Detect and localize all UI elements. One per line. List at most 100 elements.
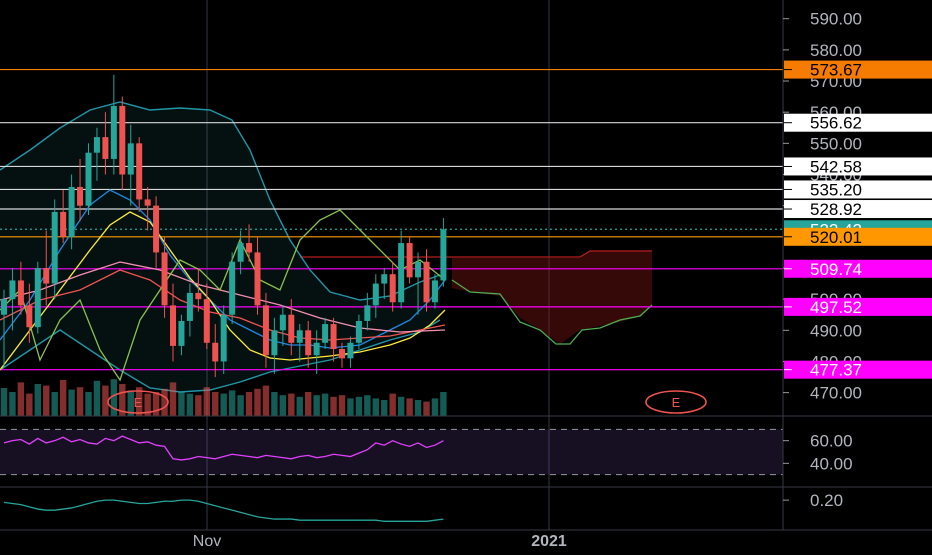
volume-bar xyxy=(110,379,118,416)
candle-body xyxy=(144,199,151,206)
candle-body xyxy=(440,229,447,281)
time-axis-label-0: Nov xyxy=(193,533,221,550)
price-level-label-box-3 xyxy=(784,180,932,199)
volume-bar xyxy=(237,395,244,416)
price-level-label-7: 509.74 xyxy=(810,260,862,279)
price-level-label-box-2 xyxy=(784,157,932,176)
earnings-marker-label-0: E xyxy=(134,395,143,410)
volume-bar xyxy=(76,387,84,416)
price-level-label-box-9 xyxy=(784,360,932,379)
rsi-line xyxy=(3,435,444,461)
candle-body xyxy=(271,330,278,356)
volume-bar xyxy=(152,392,160,416)
candle-body xyxy=(178,320,185,346)
candle-body xyxy=(195,292,202,300)
candle-body xyxy=(423,261,430,303)
candle-body xyxy=(51,211,58,284)
volume-bar xyxy=(262,385,270,416)
price-tick-label: 550.00 xyxy=(810,134,862,153)
candle-body xyxy=(279,314,286,331)
candle-body xyxy=(203,299,210,343)
volume-bar xyxy=(85,392,92,416)
candle-body xyxy=(60,211,67,237)
volume-bar xyxy=(431,398,439,416)
volume-bar xyxy=(59,380,67,416)
candle-body xyxy=(305,330,312,356)
candle-body xyxy=(186,292,193,321)
candle-body xyxy=(364,305,371,321)
volume-bar xyxy=(119,384,126,416)
volume-bar xyxy=(313,395,320,416)
volume-bar xyxy=(195,395,202,416)
volume-bar xyxy=(178,392,185,416)
candle-body xyxy=(398,243,405,303)
rsi-band xyxy=(0,429,783,475)
price-level-label-1: 556.62 xyxy=(810,114,862,133)
volume-bar xyxy=(228,390,236,416)
price-level-label-4: 528.92 xyxy=(810,200,862,219)
price-level-label-3: 535.20 xyxy=(810,180,862,199)
candle-body xyxy=(389,274,396,303)
volume-bar xyxy=(338,395,346,416)
volume-bar xyxy=(305,392,312,416)
bollinger-upper xyxy=(0,101,441,301)
price-level-label-box-8 xyxy=(784,297,932,316)
volume-bar xyxy=(26,393,33,416)
price-tick-label: 470.00 xyxy=(810,384,862,403)
candle-body xyxy=(322,324,329,343)
volume-bar xyxy=(34,384,41,416)
candle-body xyxy=(127,143,134,175)
earnings-marker-label-1: E xyxy=(672,395,681,410)
volume-bar xyxy=(406,398,413,416)
earnings-marker-1 xyxy=(645,390,707,414)
candle-body xyxy=(431,280,438,303)
candle-body xyxy=(68,186,75,237)
price-level-label-6: 520.01 xyxy=(810,228,862,247)
ma-green xyxy=(0,209,446,382)
candle-body xyxy=(161,252,168,306)
volume-bar xyxy=(245,392,253,416)
volume-bar xyxy=(414,400,422,416)
volume-bar xyxy=(102,385,109,416)
candle-body xyxy=(406,243,413,278)
volume-bar xyxy=(364,395,371,416)
price-level-label-8: 497.52 xyxy=(810,298,862,317)
candle-body xyxy=(77,186,84,206)
volume-bar xyxy=(330,396,337,416)
price-level-label-9: 477.37 xyxy=(810,361,862,380)
volume-bar xyxy=(186,393,194,416)
volume-bar xyxy=(93,380,101,416)
volume-bar xyxy=(43,385,50,416)
volume-bar xyxy=(372,398,379,416)
rsi-tick-label: 60.00 xyxy=(810,432,853,451)
volume-bar xyxy=(389,393,396,416)
candle-body xyxy=(347,342,354,359)
ma-yellow xyxy=(0,211,446,371)
candle-body xyxy=(9,280,16,300)
volume-bar xyxy=(355,396,363,416)
price-level-label-box-0 xyxy=(784,60,932,79)
volume-bar xyxy=(296,396,303,416)
volume-bar xyxy=(161,388,168,416)
candle-body xyxy=(313,342,320,356)
earnings-marker-0 xyxy=(107,390,169,414)
volume-bar xyxy=(381,400,388,416)
candle-body xyxy=(254,252,261,306)
price-tick-label: 490.00 xyxy=(810,321,862,340)
ma-blue xyxy=(0,189,446,349)
candle-body xyxy=(288,314,295,343)
volume-bar xyxy=(17,382,25,416)
candle-body xyxy=(355,320,362,343)
volume-bar xyxy=(271,392,278,416)
candle-body xyxy=(330,324,337,350)
volume-bar xyxy=(144,393,151,416)
candle-body xyxy=(296,330,303,343)
rsi-tick-label: 40.00 xyxy=(810,454,853,473)
candle-body xyxy=(415,261,422,278)
bollinger-fill xyxy=(0,102,440,392)
volume-bar xyxy=(254,388,261,416)
cloud-span-b xyxy=(451,279,653,345)
candle-body xyxy=(136,143,143,200)
